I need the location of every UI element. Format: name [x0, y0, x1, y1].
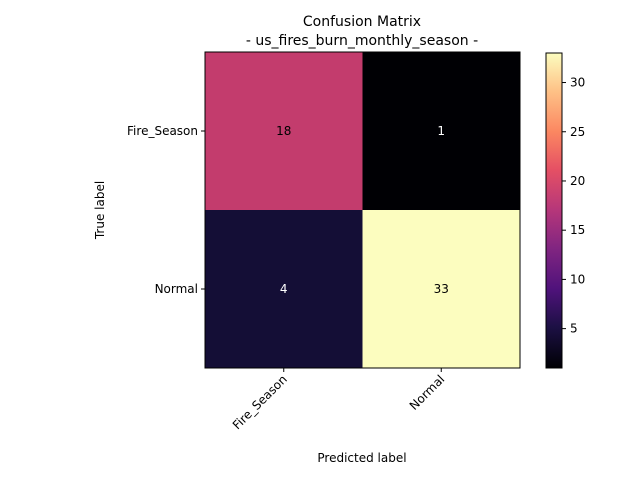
cell-value-label: 4 — [280, 282, 288, 296]
plot-frame — [204, 51, 521, 369]
y-axis-label: True label — [93, 181, 107, 240]
x-axis-label: Predicted label — [317, 451, 406, 465]
heatmap-cell — [362, 52, 520, 210]
x-tick-label: Normal — [407, 372, 448, 413]
cell-value-label: 33 — [434, 282, 449, 296]
heatmap-cell — [362, 210, 520, 368]
colorbar-tick-label: 10 — [570, 272, 585, 286]
cell-value-label: 18 — [276, 124, 291, 138]
heatmap-cell — [205, 52, 363, 210]
colorbar-tick-label: 25 — [570, 125, 585, 139]
y-tick-label: Normal — [155, 282, 198, 296]
colorbar-tick-label: 30 — [570, 76, 585, 90]
y-tick-label: Fire_Season — [127, 124, 198, 138]
colorbar — [545, 52, 563, 369]
colorbar-tick-label: 5 — [570, 322, 578, 336]
colorbar-tick-label: 20 — [570, 174, 585, 188]
cell-value-label: 1 — [437, 124, 445, 138]
x-tick-label: Fire_Season — [230, 372, 290, 432]
heatmap-cell — [205, 210, 363, 368]
chart-title: Confusion Matrix — [303, 14, 421, 30]
chart-subtitle: - us_fires_burn_monthly_season - — [246, 33, 478, 49]
colorbar-tick-label: 15 — [570, 223, 585, 237]
